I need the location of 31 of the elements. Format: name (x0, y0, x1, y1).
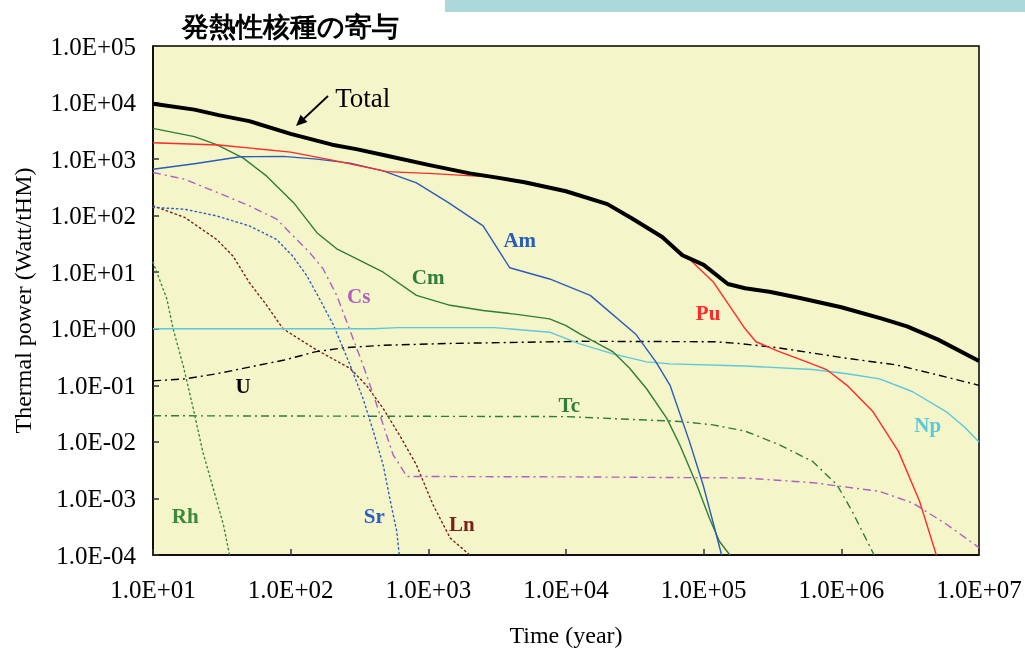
series-label: Np (914, 413, 942, 438)
series-label: Cm (411, 264, 445, 289)
x-tick-label: 1.0E+03 (385, 576, 472, 603)
y-tick-label: 1.0E+05 (50, 32, 136, 60)
y-tick-label: 1.0E-03 (56, 484, 136, 512)
series-label: U (235, 373, 251, 398)
y-tick-label: 1.0E-02 (56, 428, 136, 456)
x-tick-label: 1.0E+04 (523, 576, 610, 603)
y-tick-label: 1.0E-04 (56, 541, 137, 569)
y-tick-label: 1.0E+03 (50, 145, 136, 173)
series-label: Ln (449, 511, 476, 536)
x-tick-label: 1.0E+01 (110, 576, 196, 603)
series-label: Am (503, 228, 537, 253)
x-axis-title: Time (year) (509, 622, 623, 648)
y-tick-label: 1.0E+00 (50, 315, 136, 343)
y-tick-label: 1.0E+01 (50, 258, 136, 286)
legend-label: Total (335, 83, 391, 114)
series-label: Pu (695, 301, 721, 326)
x-tick-label: 1.0E+02 (247, 576, 334, 603)
chart-title: 発熱性核種の寄与 (181, 11, 399, 42)
series-label: Rh (171, 504, 199, 529)
x-tick-label: 1.0E+05 (660, 576, 747, 603)
series-label: Cs (347, 283, 371, 308)
x-tick-label: 1.0E+06 (798, 576, 885, 603)
y-axis-title: Thermal power (Watt/tHM) (10, 167, 36, 434)
series-label: Sr (363, 504, 385, 529)
x-tick-label: 1.0E+07 (936, 576, 1022, 603)
y-tick-label: 1.0E+02 (50, 202, 136, 230)
series-label: Tc (558, 393, 581, 418)
y-tick-label: 1.0E-01 (56, 371, 136, 399)
y-tick-label: 1.0E+04 (50, 89, 137, 117)
